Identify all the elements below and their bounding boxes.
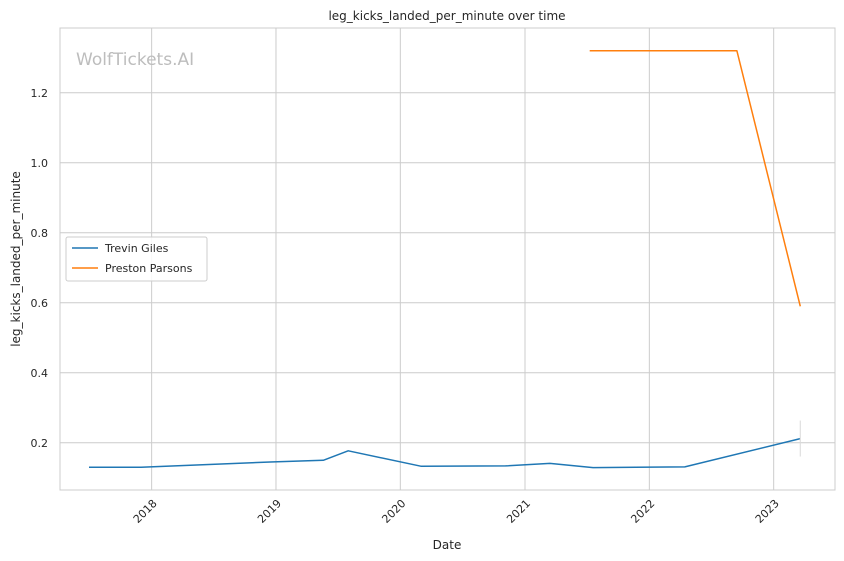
legend: Trevin Giles Preston Parsons	[65, 236, 208, 282]
series-line-preston-parsons	[589, 50, 802, 307]
series-line-trevin-giles	[89, 437, 801, 469]
y-tick-label: 0.4	[31, 367, 49, 380]
y-tick-label: 1.0	[31, 157, 49, 170]
watermark: WolfTickets.AI	[76, 50, 194, 70]
chart-title: leg_kicks_landed_per_minute over time	[328, 9, 565, 23]
series-layer	[89, 50, 802, 469]
y-tick-label: 1.2	[31, 87, 49, 100]
legend-box	[65, 236, 208, 282]
y-axis-ticks: 0.2 0.4 0.6 0.8 1.0 1.2	[31, 87, 49, 450]
y-tick-label: 0.6	[31, 297, 49, 310]
y-axis-label: leg_kicks_landed_per_minute	[9, 171, 23, 347]
legend-label-trevin-giles: Trevin Giles	[104, 242, 169, 255]
grid	[60, 28, 835, 490]
x-axis-label: Date	[433, 538, 462, 552]
y-tick-label: 0.8	[31, 227, 49, 240]
plot-frame	[59, 27, 836, 491]
legend-label-preston-parsons: Preston Parsons	[105, 262, 193, 275]
y-tick-label: 0.2	[31, 437, 49, 450]
